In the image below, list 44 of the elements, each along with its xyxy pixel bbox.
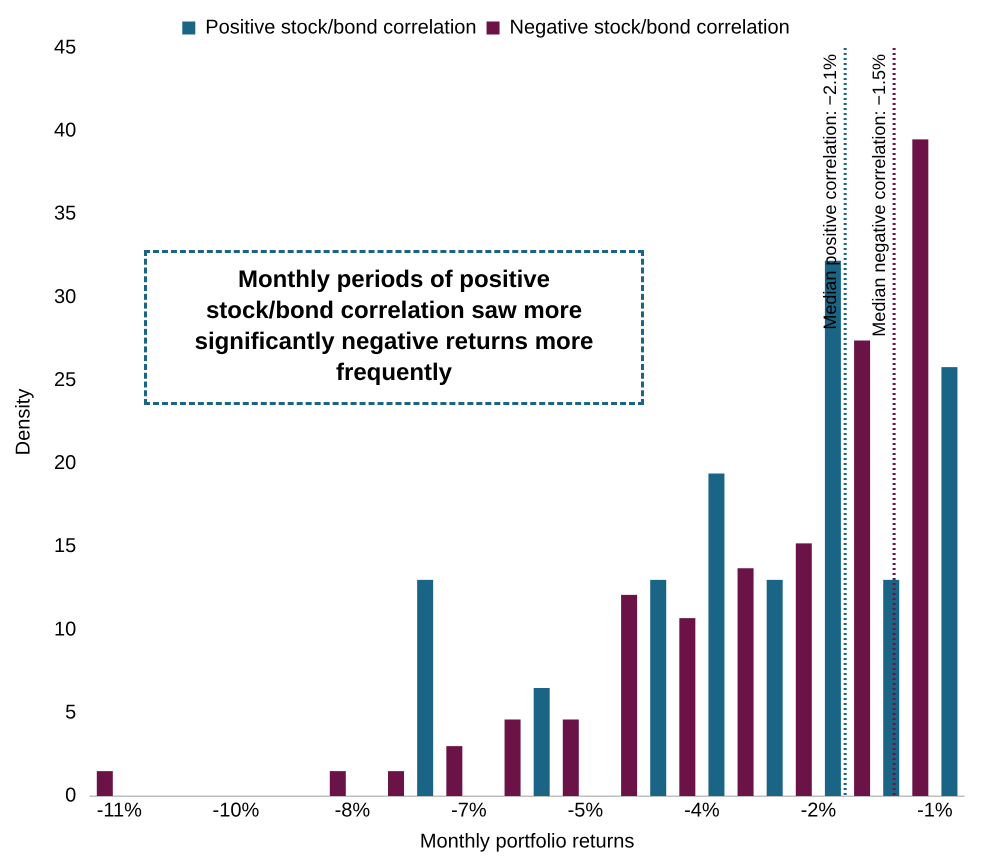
bar: [941, 367, 958, 796]
y-tick-label: 40: [54, 120, 76, 142]
bar: [854, 340, 870, 796]
bar: [796, 543, 812, 796]
y-tick-label: 0: [65, 784, 76, 807]
bar: [738, 568, 754, 796]
legend-label: Positive stock/bond correlation: [205, 16, 477, 39]
legend-label: Negative stock/bond correlation: [510, 16, 790, 39]
bar: [534, 688, 550, 796]
bar: [708, 474, 724, 796]
y-tick-label: 15: [54, 535, 76, 558]
x-tick-label: -7%: [451, 800, 487, 822]
x-tick-label: -11%: [96, 800, 142, 822]
y-tick-label: 10: [54, 618, 76, 640]
x-tick-label: -10%: [212, 800, 260, 822]
x-tick-label: -2%: [800, 800, 836, 822]
ref-line-label: Median negative correlation: −1.5%: [869, 54, 890, 337]
y-tick-label: 45: [54, 36, 76, 59]
x-tick-label: -1%: [917, 800, 953, 822]
x-tick-label: -5%: [568, 800, 604, 822]
y-tick-label: 30: [54, 286, 76, 308]
bar: [96, 771, 113, 796]
ref-line-label: Median positive correlation: −2.1%: [820, 54, 840, 330]
bar: [883, 580, 900, 796]
x-tick-label: -8%: [334, 800, 370, 822]
bar: [562, 720, 579, 796]
bar: [330, 771, 346, 796]
y-tick-label: 20: [54, 452, 76, 474]
y-tick-label: 25: [54, 368, 76, 391]
x-axis-title: Monthly portfolio returns: [420, 830, 634, 853]
bar: [388, 771, 404, 796]
bar: [679, 618, 696, 796]
y-tick-label: 35: [54, 202, 76, 225]
y-tick-label: 5: [65, 701, 76, 724]
bar: [446, 746, 462, 796]
bar: [912, 139, 928, 796]
x-tick-label: -4%: [684, 800, 720, 822]
bar: [766, 580, 783, 796]
y-axis-title: Density: [12, 388, 35, 456]
bar: [417, 580, 434, 796]
annotation: Monthly periods of positive stock/bond correlation saw more significantly negative returns more frequently: [194, 265, 594, 388]
bar: [504, 720, 521, 796]
bar: [621, 594, 638, 796]
bar: [650, 580, 666, 796]
